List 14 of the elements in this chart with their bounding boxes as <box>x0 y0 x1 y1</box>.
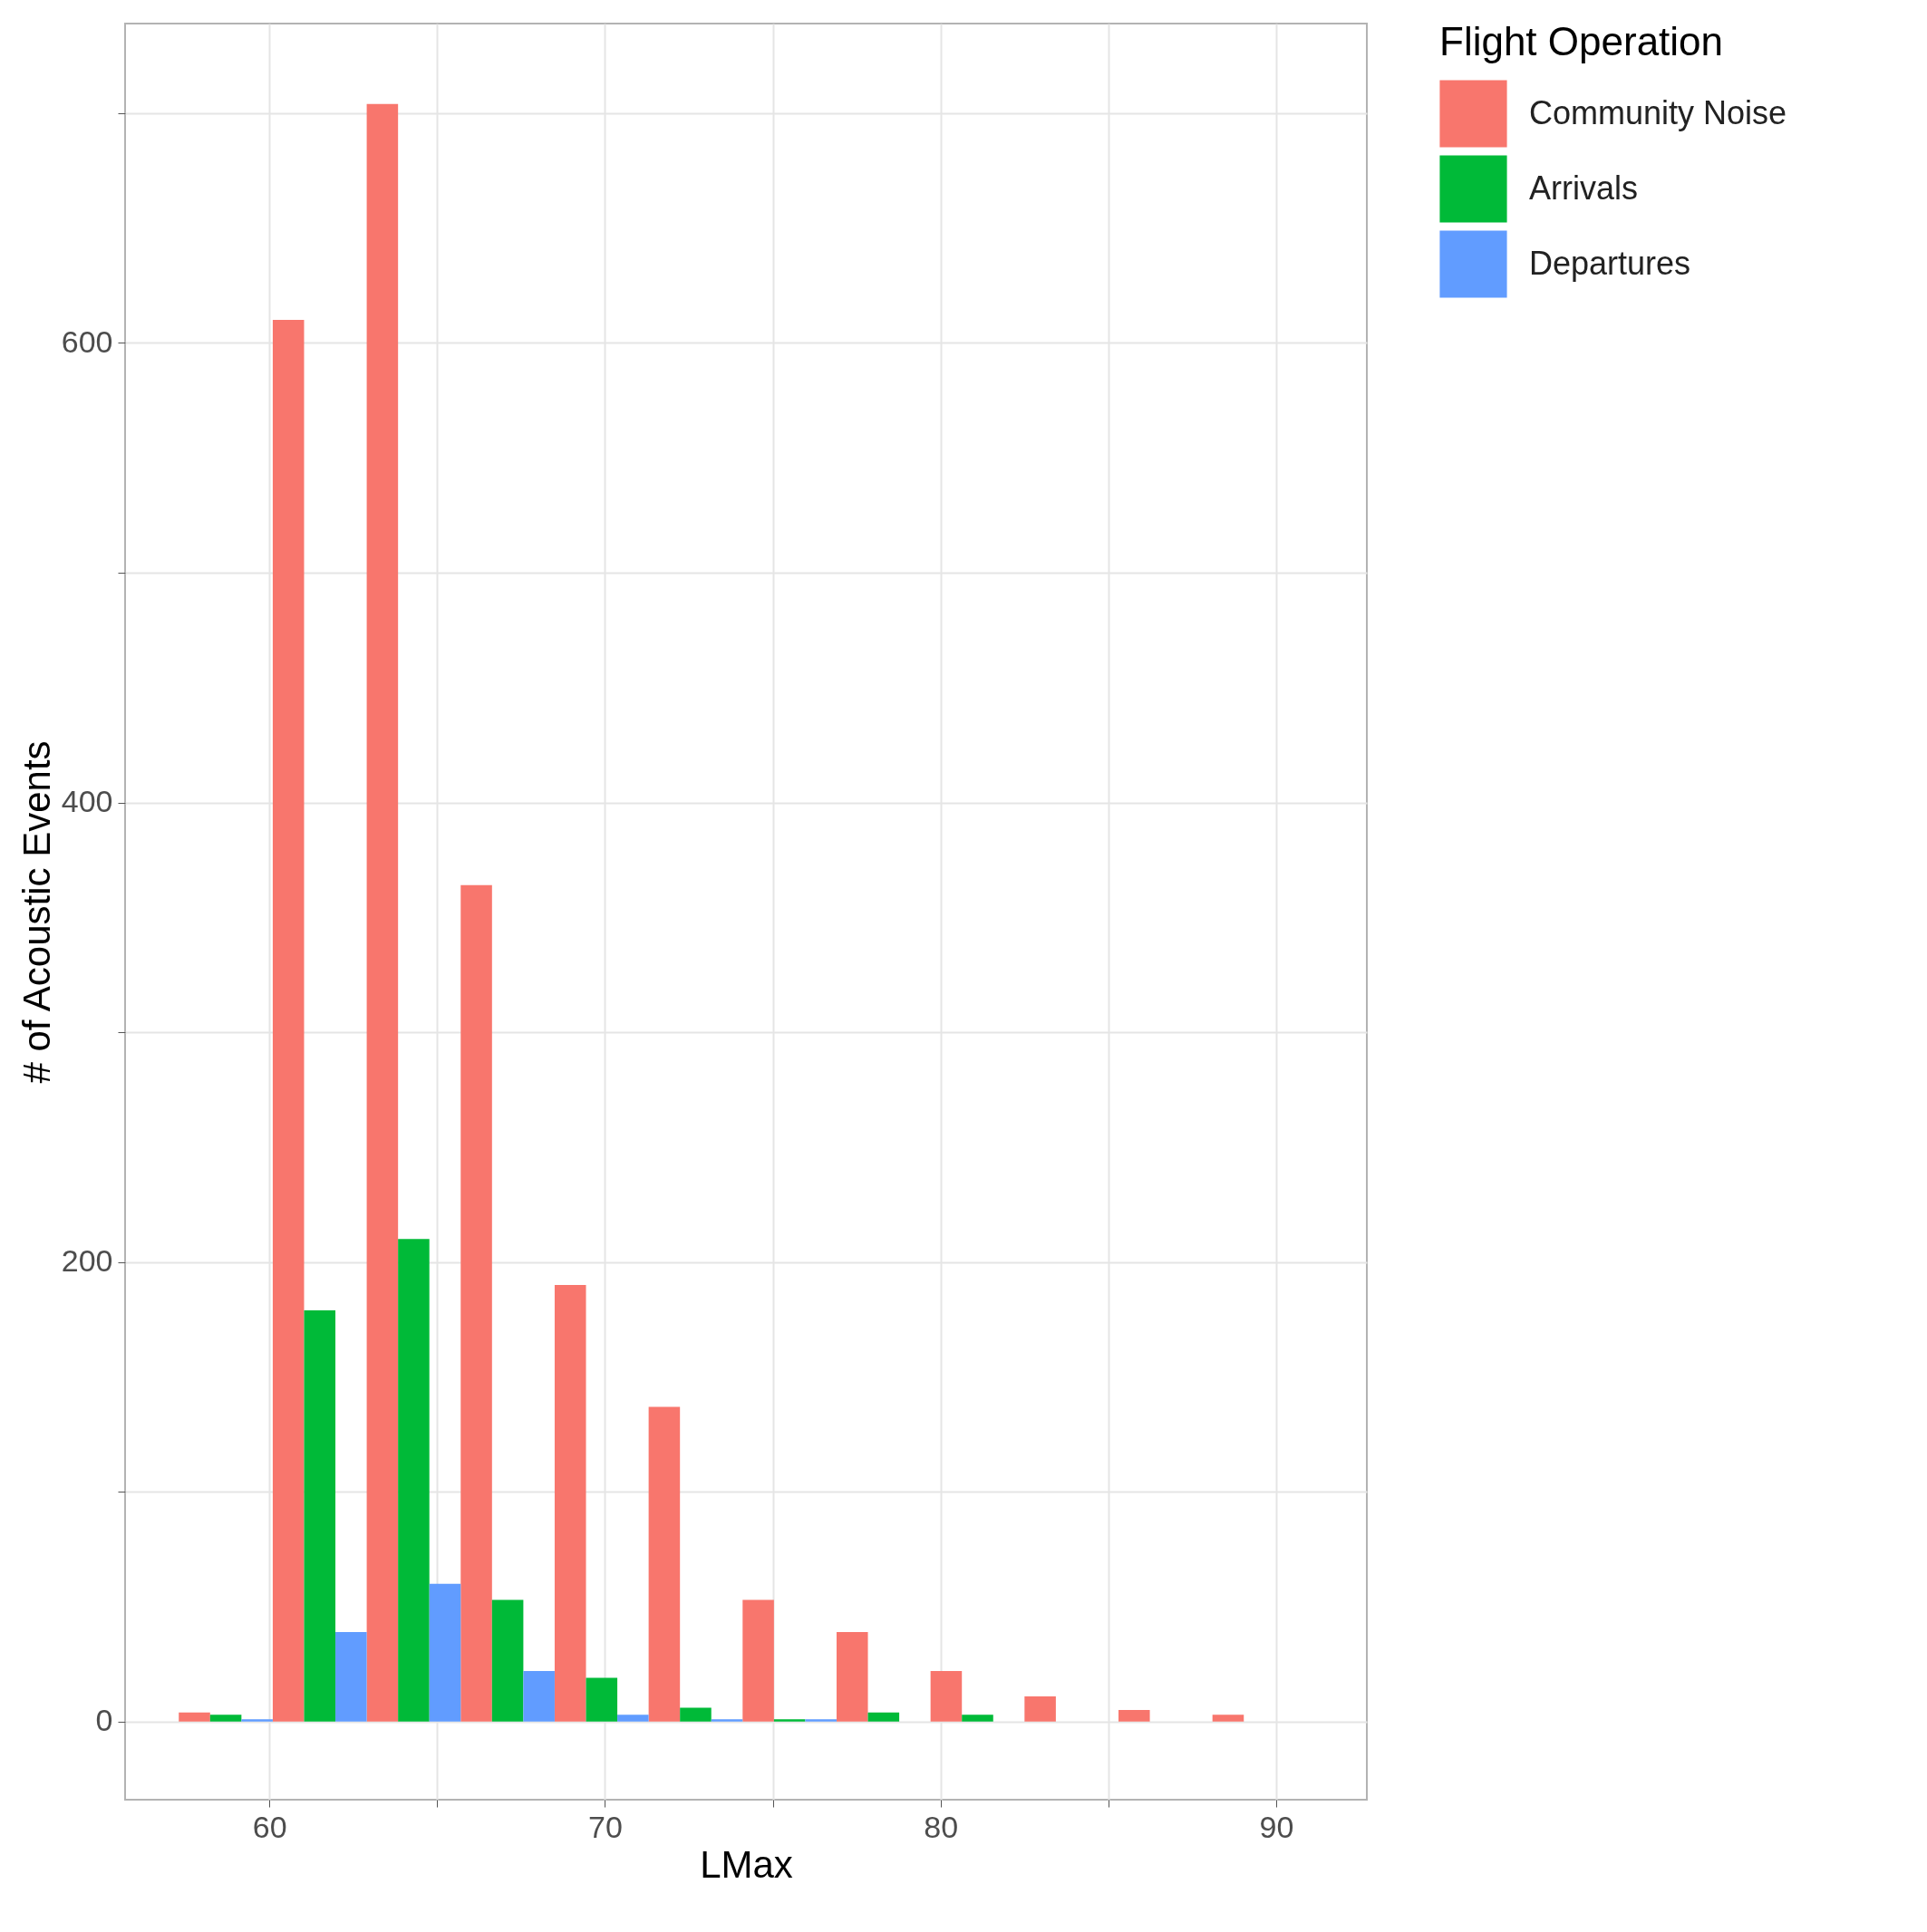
x-tick-label: 80 <box>924 1809 959 1844</box>
x-tick-label: 60 <box>252 1809 287 1844</box>
legend-label: Arrivals <box>1529 169 1639 207</box>
x-tick-label: 70 <box>588 1809 623 1844</box>
y-tick-label: 400 <box>61 784 113 819</box>
legend-label: Departures <box>1529 244 1691 282</box>
x-tick-label: 90 <box>1259 1809 1294 1844</box>
legend-title: Flight Operation <box>1439 19 1724 63</box>
x-axis-title: LMax <box>700 1842 793 1886</box>
y-tick-label: 600 <box>61 324 113 359</box>
y-tick-label: 200 <box>61 1243 113 1279</box>
legend-label: Community Noise <box>1529 93 1787 131</box>
y-tick-label: 0 <box>95 1703 113 1738</box>
y-axis-title: # of Acoustic Events <box>15 740 58 1084</box>
